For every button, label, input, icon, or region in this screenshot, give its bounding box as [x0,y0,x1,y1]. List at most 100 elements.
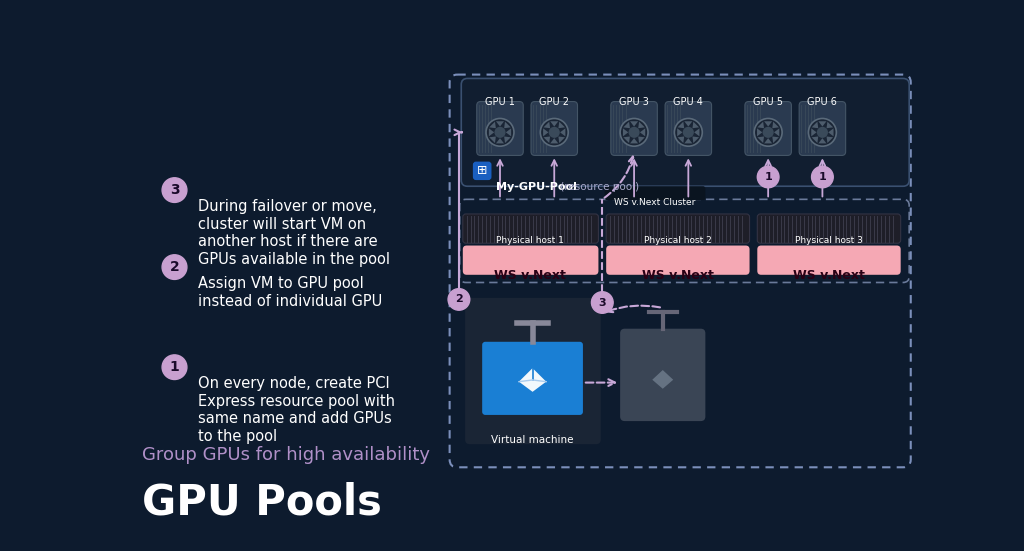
Text: GPU Pools: GPU Pools [142,481,382,523]
Circle shape [621,118,648,146]
Circle shape [162,178,187,202]
FancyBboxPatch shape [665,101,712,155]
Circle shape [763,127,774,138]
Polygon shape [630,138,638,143]
Circle shape [675,118,702,146]
Polygon shape [640,128,645,136]
FancyBboxPatch shape [477,101,523,155]
Text: My-GPU-Pool: My-GPU-Pool [496,182,577,192]
Polygon shape [638,122,645,128]
Polygon shape [764,138,772,143]
Text: WS v.Next: WS v.Next [642,269,714,282]
Circle shape [495,127,506,138]
Circle shape [817,127,828,138]
Polygon shape [811,128,816,136]
Polygon shape [638,137,645,143]
Polygon shape [758,137,764,143]
Text: WS v.Next Cluster: WS v.Next Cluster [614,198,695,207]
Text: Group GPUs for high availability: Group GPUs for high availability [142,446,430,464]
Circle shape [541,118,568,146]
Polygon shape [684,138,692,143]
Polygon shape [828,128,834,136]
Polygon shape [758,122,764,128]
Text: 2: 2 [170,260,179,274]
Polygon shape [543,128,549,136]
FancyBboxPatch shape [611,101,657,155]
Polygon shape [623,128,628,136]
Polygon shape [496,121,504,127]
Circle shape [449,289,470,310]
Polygon shape [692,137,699,143]
Circle shape [683,127,694,138]
Circle shape [549,127,560,138]
Circle shape [809,118,837,146]
Text: GPU 5: GPU 5 [753,97,783,107]
Polygon shape [630,121,638,127]
Text: 1: 1 [764,172,772,182]
Text: On every node, create PCI
Express resource pool with
same name and add GPUs
to t: On every node, create PCI Express resour… [198,376,394,444]
FancyBboxPatch shape [473,161,492,180]
Polygon shape [757,128,762,136]
Polygon shape [504,137,511,143]
Circle shape [758,166,779,188]
Polygon shape [772,122,779,128]
FancyBboxPatch shape [606,246,750,275]
FancyBboxPatch shape [465,298,601,444]
Text: GPU 2: GPU 2 [540,97,569,107]
Circle shape [755,118,782,146]
Polygon shape [826,137,834,143]
Polygon shape [772,137,779,143]
Polygon shape [818,121,826,127]
Polygon shape [544,137,550,143]
Polygon shape [558,122,565,128]
Circle shape [486,118,514,146]
Polygon shape [489,137,496,143]
Polygon shape [558,137,565,143]
Text: Physical host 3: Physical host 3 [795,235,862,245]
Polygon shape [652,370,673,389]
Polygon shape [678,137,684,143]
FancyBboxPatch shape [744,101,792,155]
Polygon shape [812,137,818,143]
Text: GPU 4: GPU 4 [674,97,703,107]
Text: WS v.Next: WS v.Next [495,269,566,282]
Text: Physical host 2: Physical host 2 [644,235,712,245]
Text: GPU 3: GPU 3 [620,97,649,107]
Circle shape [812,166,834,188]
Circle shape [592,291,613,314]
Polygon shape [506,128,511,136]
FancyBboxPatch shape [482,342,583,415]
Polygon shape [519,368,546,392]
FancyBboxPatch shape [758,246,901,275]
FancyBboxPatch shape [531,101,578,155]
Text: (resource pool): (resource pool) [557,182,639,192]
FancyBboxPatch shape [463,214,598,243]
Text: 1: 1 [170,360,179,374]
Polygon shape [544,122,550,128]
Polygon shape [826,122,834,128]
Polygon shape [694,128,699,136]
Polygon shape [624,137,630,143]
FancyBboxPatch shape [758,214,901,243]
Polygon shape [684,121,692,127]
Polygon shape [692,122,699,128]
Text: 1: 1 [818,172,826,182]
Polygon shape [504,122,511,128]
Circle shape [162,255,187,279]
Polygon shape [764,121,772,127]
Polygon shape [624,122,630,128]
Text: GPU 1: GPU 1 [485,97,515,107]
Circle shape [162,355,187,380]
Text: 3: 3 [170,183,179,197]
Text: Physical host 1: Physical host 1 [497,235,564,245]
FancyBboxPatch shape [606,214,750,243]
Polygon shape [812,122,818,128]
Text: During failover or move,
cluster will start VM on
another host if there are
GPUs: During failover or move, cluster will st… [198,199,390,267]
Polygon shape [489,122,496,128]
FancyBboxPatch shape [799,101,846,155]
Text: 3: 3 [598,298,606,307]
Text: Virtual machine: Virtual machine [492,435,573,445]
Text: ⊞: ⊞ [477,164,487,177]
Polygon shape [496,138,504,143]
Polygon shape [678,122,684,128]
